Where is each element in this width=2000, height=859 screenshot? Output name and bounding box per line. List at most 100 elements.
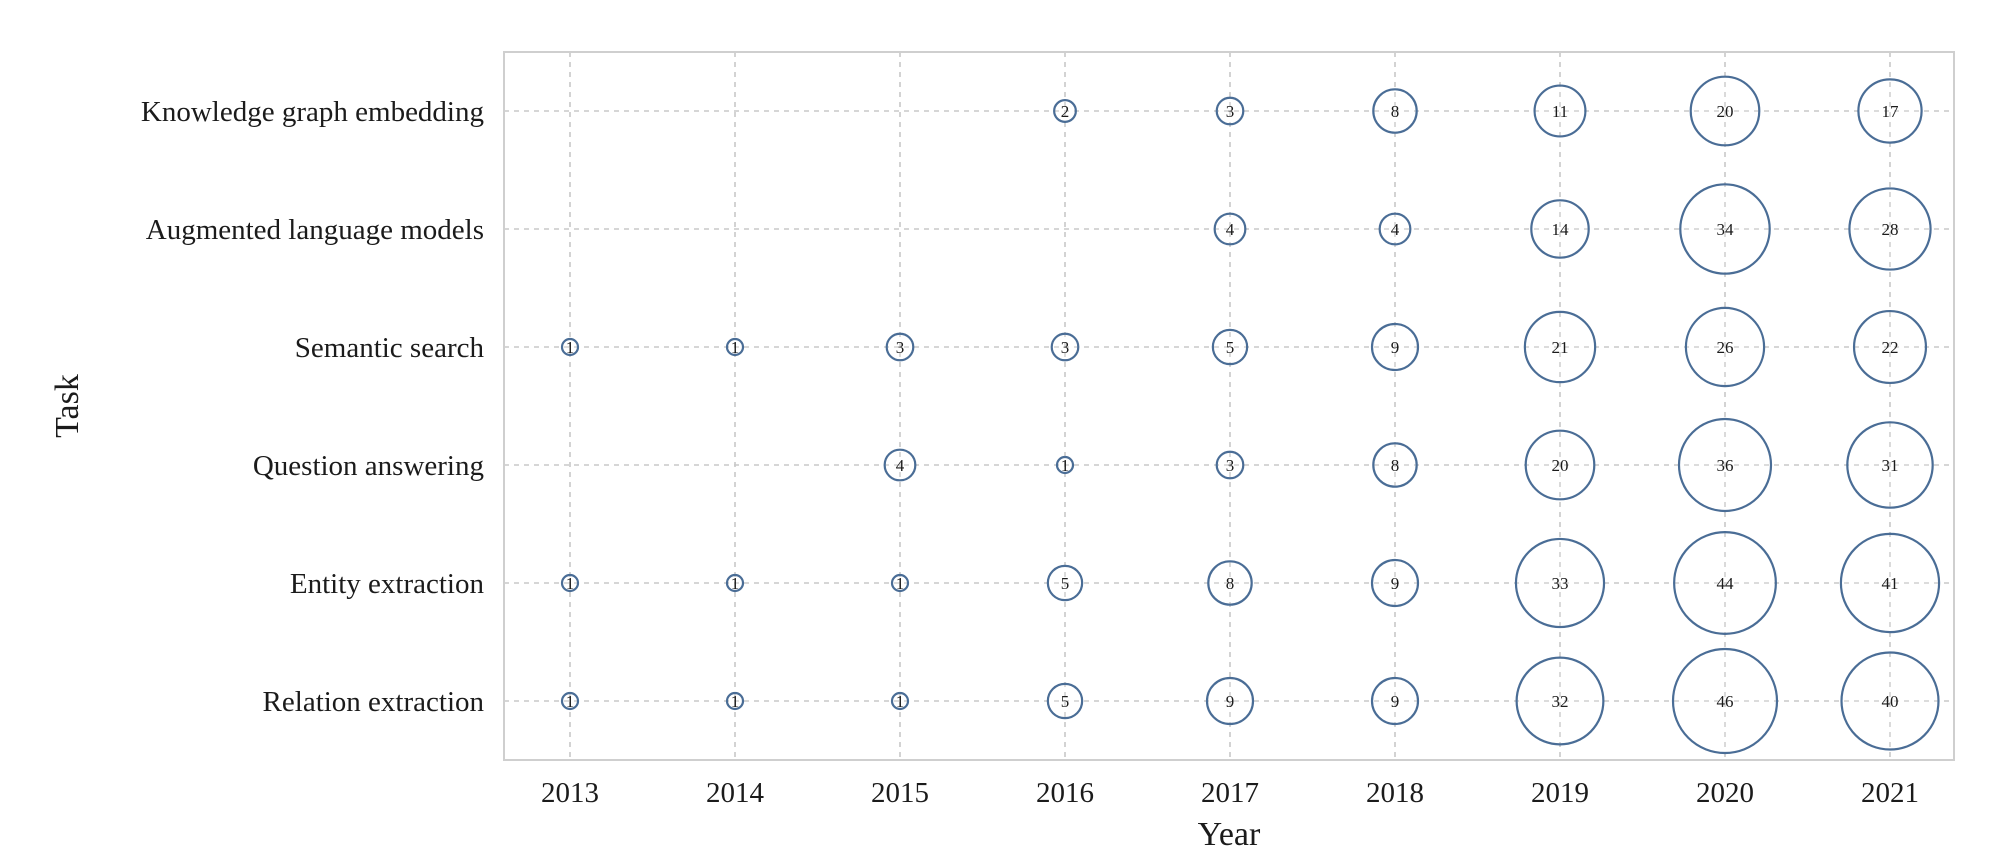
bubble-value-label: 26	[1717, 338, 1734, 357]
bubble	[1524, 429, 1596, 501]
bubble	[1205, 676, 1255, 726]
bubble-value-label: 1	[1061, 456, 1070, 475]
bubble-value-label: 44	[1717, 574, 1735, 593]
y-tick-label: Knowledge graph embedding	[141, 96, 484, 128]
x-tick-layer: 2013 2014 2015 2016 2017 2018 2019 2020 2021	[541, 777, 1919, 809]
y-axis-title: Task	[49, 374, 86, 438]
x-tick-label: 2019	[1531, 777, 1589, 809]
bubble	[1055, 455, 1075, 475]
bubble	[1370, 558, 1420, 608]
bubble	[1689, 75, 1761, 147]
bubble	[1673, 531, 1777, 635]
bubble-value-label: 3	[1226, 102, 1235, 121]
bubble	[1840, 651, 1940, 751]
bubble	[890, 573, 910, 593]
bubble-value-label: 41	[1882, 574, 1899, 593]
bubble-value-label: 21	[1552, 338, 1569, 357]
bubble	[1852, 309, 1928, 385]
bubble-layer	[560, 75, 1941, 755]
bubble	[1846, 421, 1934, 509]
bubble	[1370, 676, 1420, 726]
bubble-value-label: 33	[1552, 574, 1569, 593]
x-tick-label: 2017	[1201, 777, 1259, 809]
bubble	[1677, 417, 1773, 513]
bubble-value-label: 20	[1717, 102, 1734, 121]
bubble	[1684, 306, 1766, 388]
bubble	[1370, 322, 1420, 372]
bubble	[1530, 199, 1590, 259]
x-tick-label: 2015	[871, 777, 929, 809]
x-tick-label: 2016	[1036, 777, 1094, 809]
bubble-value-label: 28	[1882, 220, 1899, 239]
bubble	[1523, 310, 1597, 384]
bubble-value-label: 34	[1717, 220, 1735, 239]
bubble	[1053, 99, 1077, 123]
bubble-value-label: 36	[1717, 456, 1734, 475]
bubble	[1839, 532, 1941, 634]
bubble-value-label: 8	[1391, 456, 1400, 475]
bubble-value-label: 4	[1226, 220, 1235, 239]
bubble-value-label: 1	[566, 574, 575, 593]
bubble	[1207, 560, 1253, 606]
bubble	[1372, 88, 1418, 134]
bubble-value-label: 40	[1882, 692, 1899, 711]
bubble-value-label: 5	[1061, 574, 1070, 593]
x-tick-label: 2014	[706, 777, 765, 809]
bubble-value-label: 8	[1226, 574, 1235, 593]
bubble	[1848, 187, 1932, 271]
y-tick-label: Semantic search	[295, 332, 485, 364]
bubble-value-label: 4	[1391, 220, 1400, 239]
bubble-value-label: 14	[1552, 220, 1570, 239]
y-tick-label: Augmented language models	[146, 214, 484, 246]
bubble	[1046, 564, 1084, 602]
y-tick-label: Entity extraction	[290, 568, 485, 600]
bubble-value-label: 8	[1391, 102, 1400, 121]
x-tick-label: 2013	[541, 777, 599, 809]
bubble-value-label: 1	[566, 338, 575, 357]
plot-frame	[503, 51, 1955, 761]
bubble-value-label: 3	[896, 338, 905, 357]
bubble-value-label: 20	[1552, 456, 1569, 475]
x-axis-title: Year	[1198, 816, 1261, 853]
bubble	[560, 337, 580, 357]
bubble	[725, 573, 745, 593]
bubble-value-label: 17	[1882, 102, 1900, 121]
bubble	[1679, 183, 1771, 275]
bubble-value-label: 3	[1061, 338, 1070, 357]
y-tick-label: Question answering	[253, 450, 484, 482]
bubble	[725, 337, 745, 357]
y-tick-label: Relation extraction	[263, 686, 485, 718]
bubble-value-label: 46	[1717, 692, 1734, 711]
bubble	[1046, 682, 1084, 720]
bubble-value-label: 9	[1391, 574, 1400, 593]
bubble-value-label: 1	[566, 692, 575, 711]
bubble	[1211, 328, 1249, 366]
bubble-value-label: 9	[1391, 338, 1400, 357]
bubble-value-label: 22	[1882, 338, 1899, 357]
bubble	[725, 691, 745, 711]
bubble	[560, 573, 580, 593]
bubble	[1857, 78, 1923, 144]
bubble-value-label: 1	[731, 338, 740, 357]
bubble	[1378, 212, 1412, 246]
bubble-value-label: 9	[1391, 692, 1400, 711]
bubble	[885, 332, 915, 362]
x-tick-label: 2020	[1696, 777, 1754, 809]
bubble-value-label: 32	[1552, 692, 1569, 711]
bubble	[1215, 96, 1245, 126]
bubble-value-label: 11	[1552, 102, 1568, 121]
bubble	[1213, 212, 1247, 246]
bubble-value-label: 31	[1882, 456, 1899, 475]
bubble	[1515, 656, 1605, 746]
bubble-label-layer: 2 3 8 11 20 174 4 14 34 281 1 3 3 5 9 21 26 224 1 3 8 20 36 311…	[566, 102, 1899, 711]
bubble-value-label: 9	[1226, 692, 1235, 711]
x-tick-label: 2021	[1861, 777, 1919, 809]
bubble	[560, 691, 580, 711]
bubble-value-label: 2	[1061, 102, 1070, 121]
bubble-value-label: 1	[896, 692, 905, 711]
bubble	[1533, 84, 1587, 138]
bubble-value-label: 4	[896, 456, 905, 475]
bubble	[1215, 450, 1245, 480]
